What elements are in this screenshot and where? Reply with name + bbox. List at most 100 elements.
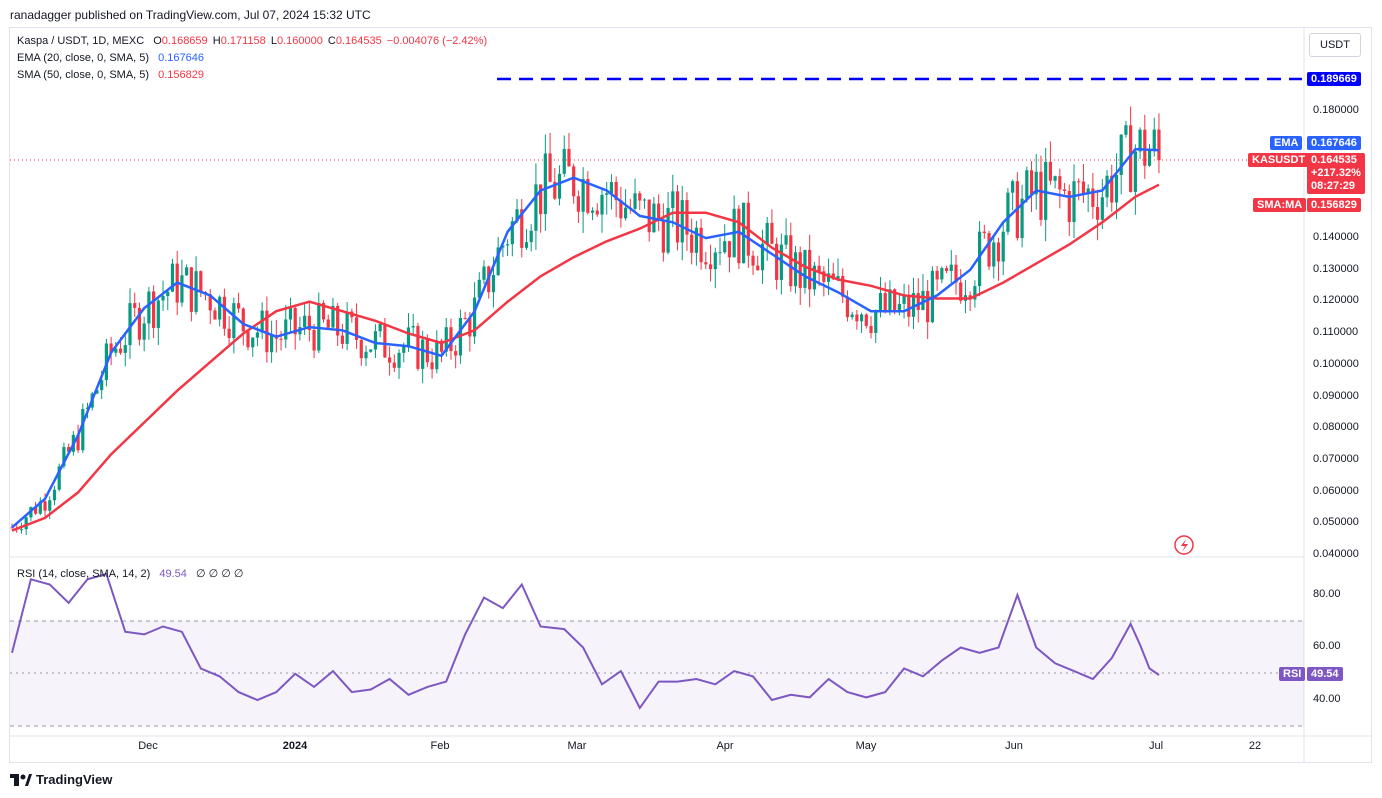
candle-down [137, 307, 142, 340]
candle-down [152, 291, 156, 328]
candle-up [1025, 170, 1029, 199]
candle-up [406, 327, 411, 347]
x-tick: Jul [1148, 740, 1164, 752]
candle-down [118, 348, 123, 353]
candle-up [397, 352, 401, 368]
candle-down [595, 210, 599, 215]
candle-up [624, 207, 628, 219]
candle-down [109, 343, 113, 353]
candle-down [855, 314, 859, 322]
candle-up [742, 202, 746, 264]
price-tick: 0.040000 [1313, 548, 1359, 560]
price-tick: 0.110000 [1313, 326, 1359, 338]
candle-down [213, 310, 217, 320]
candle-up [826, 273, 831, 282]
candle-up [19, 529, 24, 531]
candle-down [1081, 181, 1086, 194]
candle-down [1091, 188, 1095, 207]
candle-down [227, 328, 231, 338]
candle-down [845, 296, 850, 318]
candle-up [303, 315, 307, 328]
candle-down [661, 219, 665, 253]
candle-down [907, 295, 911, 317]
candle-down [708, 264, 713, 270]
candle-up [95, 390, 99, 394]
candle-up [123, 345, 127, 353]
lightning-icon[interactable] [1174, 535, 1194, 555]
candle-up [888, 289, 892, 312]
legend-sma[interactable]: SMA (50, close, 0, SMA, 5) 0.156829 [17, 69, 204, 81]
candle-down [685, 200, 689, 235]
candle-up [524, 242, 529, 248]
candle-down [751, 255, 755, 266]
candle-up [666, 207, 670, 253]
candle-down [935, 270, 939, 280]
candle-down [690, 234, 694, 253]
price-tick: 0.060000 [1313, 485, 1359, 497]
x-tick: Mar [567, 740, 587, 752]
high-value: 0.171158 [220, 35, 266, 47]
candle-up [506, 244, 510, 246]
candle-down [454, 351, 458, 356]
currency-button[interactable]: USDT [1309, 33, 1361, 57]
candle-up [633, 193, 637, 209]
candle-up [472, 297, 477, 337]
candle-up [713, 252, 717, 270]
candle-up [38, 501, 42, 514]
tradingview-logo[interactable]: TradingView [10, 772, 112, 787]
candle-down [944, 268, 949, 272]
price-tick: 0.050000 [1313, 516, 1359, 528]
publish-credit: ranadagger published on TradingView.com,… [10, 8, 371, 22]
candle-up [765, 222, 769, 244]
candle-down [1096, 206, 1100, 220]
candle-up [723, 241, 727, 253]
candle-up [477, 279, 481, 298]
candle-down [246, 331, 250, 348]
candle-down [553, 181, 557, 199]
legend-rsi[interactable]: RSI (14, close, SMA, 14, 2) 49.54 ∅ ∅ ∅ … [17, 567, 243, 580]
candle-up [402, 346, 406, 353]
candle-up [911, 293, 916, 317]
candle-up [581, 179, 585, 212]
candle-down [864, 314, 868, 326]
rsi-legend-value: 49.54 [159, 568, 187, 580]
candle-up [605, 193, 609, 195]
candle-up [1053, 176, 1057, 181]
candle-up [251, 337, 255, 348]
candle-up [902, 295, 906, 304]
candle-up [114, 348, 118, 353]
candle-down [1039, 171, 1043, 220]
candle-up [1147, 150, 1152, 166]
last-price-tag: 0.164535 +217.32% 08:27:29 [1307, 153, 1365, 194]
candle-up [590, 210, 595, 213]
candle-up [812, 265, 816, 290]
candle-up [288, 307, 293, 320]
tradingview-brand: TradingView [36, 772, 113, 787]
candle-down [383, 323, 387, 358]
ema-value: 0.167646 [158, 52, 205, 64]
low-label: L [270, 35, 277, 47]
candle-down [520, 209, 524, 248]
candle-up [1119, 134, 1123, 175]
candle-down [737, 208, 741, 264]
candle-down [1110, 175, 1114, 203]
candle-down [1029, 170, 1034, 195]
candle-up [142, 323, 146, 340]
price-tick: 0.070000 [1313, 453, 1359, 465]
candle-up [166, 291, 170, 296]
sma-name-tag: SMA:MA [1253, 198, 1307, 212]
candle-up [1020, 198, 1024, 239]
ema-line [11, 147, 1160, 529]
ema-value-tag: 0.167646 [1307, 136, 1361, 150]
rsi-tick: 60.00 [1313, 640, 1341, 652]
candle-down [841, 275, 845, 297]
candle-down [539, 184, 543, 215]
candle-down [222, 296, 226, 329]
candle-up [1011, 181, 1015, 193]
ema-label: EMA (20, close, 0, SMA, 5) [17, 52, 150, 64]
candle-up [421, 339, 425, 369]
legend-ema[interactable]: EMA (20, close, 0, SMA, 5) 0.167646 [17, 52, 204, 64]
symbol-label[interactable]: Kaspa / USDT, 1D, MEXC [17, 35, 145, 47]
candle-up [1114, 174, 1119, 203]
